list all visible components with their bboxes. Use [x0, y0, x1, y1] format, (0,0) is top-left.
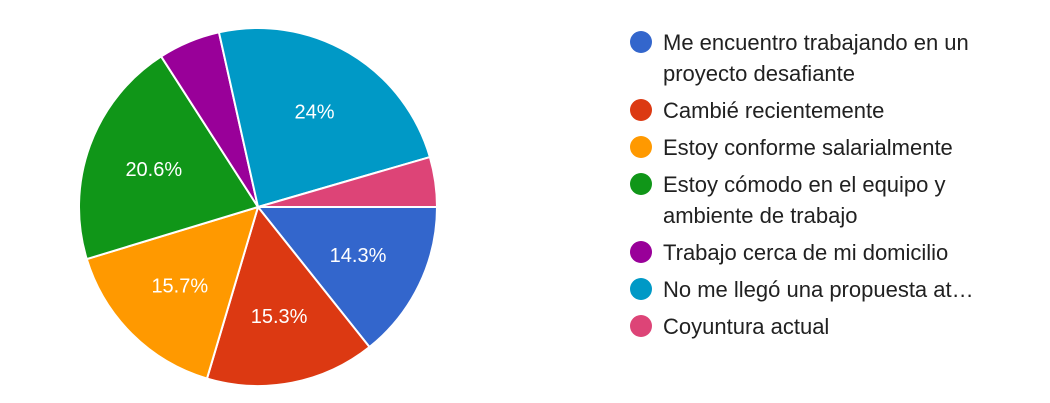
legend-label: Estoy cómodo en el equipo y: [663, 172, 946, 197]
pie-slice-label: 24%: [294, 102, 334, 124]
legend-swatch: [630, 278, 652, 300]
legend-swatch: [630, 31, 652, 53]
pie-slice: [85, 205, 260, 380]
legend-swatch: [630, 315, 652, 337]
pie-slice-labels: 14.3% 15.3% 15.7% 20.6% 24%: [125, 102, 386, 328]
legend-item: Coyuntura actual: [630, 314, 829, 339]
pie-slice-label: 14.3%: [330, 245, 387, 267]
legend-item: Cambié recientemente: [630, 98, 884, 123]
legend-label: No me llegó una propuesta at…: [663, 277, 974, 302]
pie-slice: [78, 55, 260, 261]
pie-slice: [205, 204, 371, 387]
legend-item: Trabajo cerca de mi domicilio: [630, 240, 948, 265]
legend-swatch: [630, 173, 652, 195]
legend-label: Coyuntura actual: [663, 314, 829, 339]
legend-item: Me encuentro trabajando en un proyecto de…: [630, 30, 969, 86]
pie-slice-label: 20.6%: [125, 159, 182, 181]
legend-swatch: [630, 241, 652, 263]
legend-label: Trabajo cerca de mi domicilio: [663, 240, 948, 265]
pie-slice: [255, 206, 439, 349]
legend-swatch: [630, 99, 652, 121]
pie-slice: [217, 27, 432, 209]
pie-slice-label: 15.7%: [151, 276, 208, 298]
legend-label: Estoy conforme salarialmente: [663, 135, 953, 160]
pie-slice-label: 15.3%: [251, 306, 308, 328]
legend-label: ambiente de trabajo: [663, 203, 857, 228]
legend-item: No me llegó una propuesta at…: [630, 277, 974, 302]
pie-slices: [78, 27, 439, 387]
legend-label: Cambié recientemente: [663, 98, 884, 123]
legend-label: Me encuentro trabajando en un: [663, 30, 969, 55]
legend: Me encuentro trabajando en un proyecto de…: [630, 30, 974, 339]
pie-slice: [257, 155, 439, 208]
legend-item: Estoy conforme salarialmente: [630, 135, 953, 160]
legend-item: Estoy cómodo en el equipo y ambiente de t…: [630, 172, 946, 228]
legend-swatch: [630, 136, 652, 158]
legend-label: proyecto desafiante: [663, 61, 855, 86]
